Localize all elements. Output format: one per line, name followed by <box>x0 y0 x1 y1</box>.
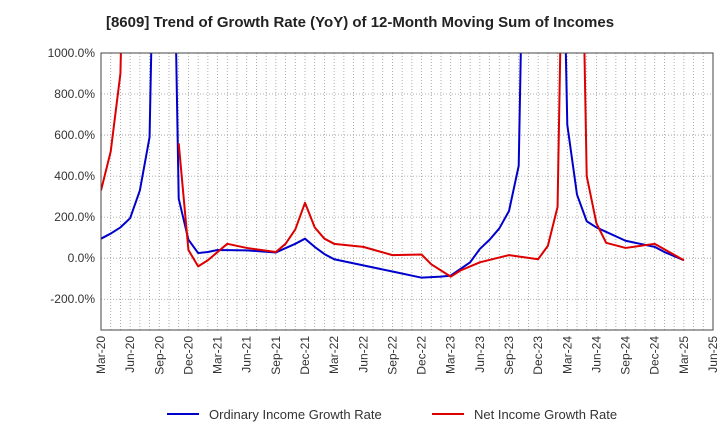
y-tick-label: 0.0% <box>68 251 96 265</box>
x-tick-label: Sep-23 <box>502 336 516 375</box>
x-tick-label: Jun-24 <box>589 336 603 373</box>
x-tick-label: Dec-24 <box>648 336 662 375</box>
x-tick-label: Mar-20 <box>94 336 108 374</box>
y-tick-label: 600.0% <box>54 128 95 142</box>
net-income-line <box>101 53 122 191</box>
x-tick-label: Jun-20 <box>123 336 137 373</box>
x-tick-label: Dec-23 <box>531 336 545 375</box>
x-tick-label: Mar-21 <box>211 336 225 374</box>
plot-frame <box>100 52 714 331</box>
x-tick-label: Jun-22 <box>356 336 370 373</box>
x-tick-label: Sep-20 <box>152 336 166 375</box>
y-tick-label: 200.0% <box>54 210 95 224</box>
axes: -200.0% 0.0% 200.0% 400.0% 600.0% 800.0% 1000.… <box>48 46 720 375</box>
chart-title: [8609] Trend of Growth Rate (YoY) of 12-… <box>105 14 615 31</box>
legend-net-label: Net Income Growth Rate <box>474 407 617 422</box>
x-tick-label: Mar-22 <box>327 336 341 374</box>
x-tick-label: Jun-23 <box>473 336 487 373</box>
legend-ordinary-label: Ordinary Income Growth Rate <box>209 407 382 422</box>
y-tick-label: -200.0% <box>50 292 95 306</box>
y-tick-label: 1000.0% <box>48 46 96 60</box>
x-tick-label: Dec-22 <box>415 336 429 375</box>
ordinary-income-line <box>101 53 685 279</box>
x-tick-label: Sep-21 <box>269 336 283 375</box>
x-tick-label: Jun-21 <box>240 336 254 373</box>
y-tick-label: 400.0% <box>54 169 95 183</box>
x-tick-label: Jun-25 <box>706 336 720 373</box>
legend: Ordinary Income Growth Rate Net Income Gr… <box>167 407 617 422</box>
plot-background <box>101 53 713 330</box>
x-tick-label: Mar-24 <box>560 336 574 374</box>
x-tick-label: Sep-24 <box>619 336 633 375</box>
x-tick-label: Mar-23 <box>444 336 458 374</box>
x-tick-label: Dec-20 <box>181 336 195 375</box>
series-lines <box>101 53 685 279</box>
x-tick-label: Sep-22 <box>385 336 399 375</box>
y-tick-label: 800.0% <box>54 87 95 101</box>
plot-area <box>101 53 713 330</box>
net-income-line <box>177 53 685 278</box>
x-tick-label: Mar-25 <box>677 336 691 374</box>
x-tick-label: Dec-21 <box>298 336 312 375</box>
